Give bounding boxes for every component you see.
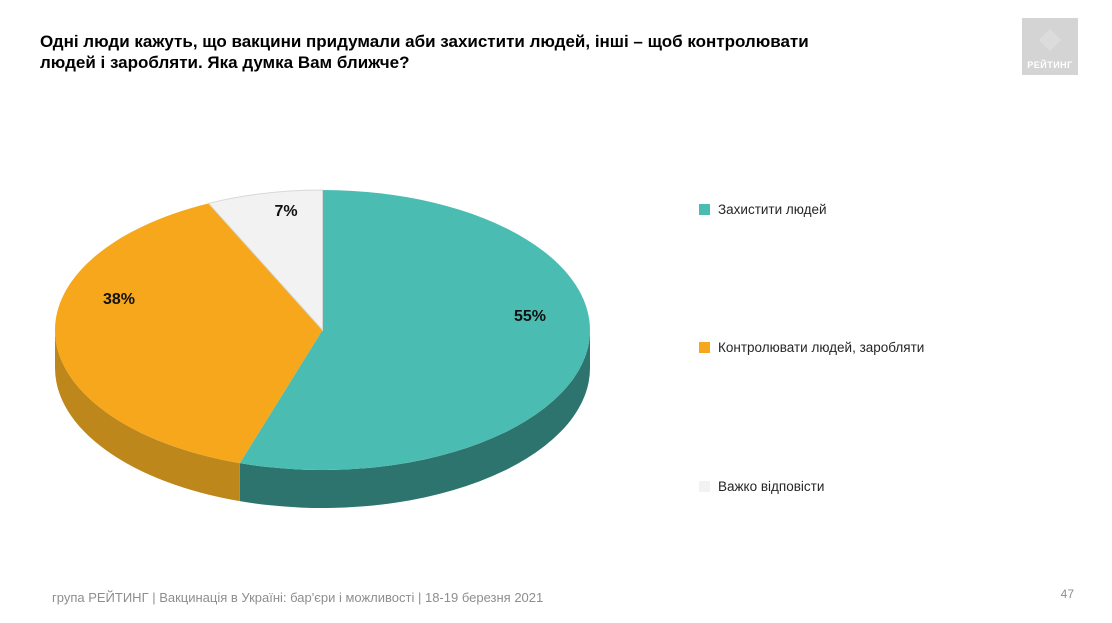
rating-group-logo: РЕЙТИНГ [1022,18,1078,75]
legend-label-2: Важко відповісти [718,478,825,494]
legend-item-1: Контролювати людей, заробляти [699,340,1059,356]
pie-value-label-1: 38% [103,291,135,308]
pie-slice-2 [207,189,323,332]
pie-value-label-2: 7% [274,203,297,220]
slide-title: Одні люди кажуть, що вакцини придумали а… [40,31,880,73]
pie-slice-0 [239,190,590,471]
pie-value-label-0: 55% [514,308,546,325]
legend-item-2: Важко відповісти [699,478,1059,494]
page-number: 47 [1060,587,1074,601]
pie-slice-side-0 [239,330,590,509]
legend-swatch-0 [699,203,710,215]
legend-label-1: Контролювати людей, заробляти [718,340,925,355]
rating-logo-text: РЕЙТИНГ [1027,60,1073,70]
slide-footer: група РЕЙТИНГ | Вакцинація в Україні: ба… [52,590,544,605]
legend-item-0: Захистити людей [699,201,1059,217]
slide-title-line2: людей і заробляти. Яка думка Вам ближче? [40,53,410,72]
legend-swatch-2 [699,480,710,492]
pie-slice-side-1 [55,330,240,502]
pie-chart: 55% 38% 7% [54,189,590,509]
rating-logo-emblem-icon [1038,28,1062,52]
legend-swatch-1 [699,342,710,353]
chart-legend: Захистити людей Контролювати людей, зароб… [699,201,1059,494]
pie-slice-1 [54,203,323,464]
slide-title-line1: Одні люди кажуть, що вакцини придумали а… [40,32,809,51]
legend-label-0: Захистити людей [718,201,827,217]
